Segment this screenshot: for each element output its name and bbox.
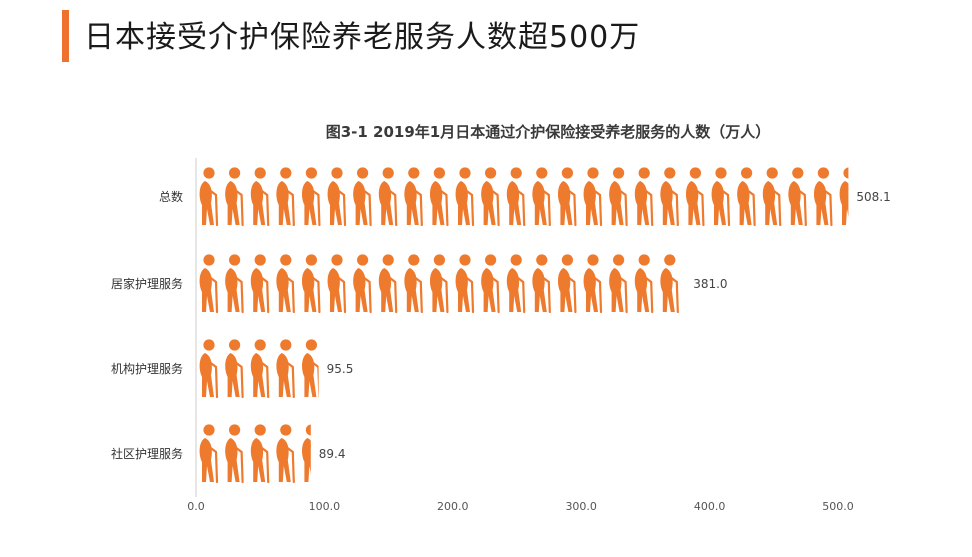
elderly-person-with-cane-icon <box>225 424 244 484</box>
bar <box>199 254 679 314</box>
elderly-person-with-cane-icon <box>532 167 551 227</box>
x-tick-label: 0.0 <box>187 500 205 513</box>
elderly-person-with-cane-icon <box>583 167 603 227</box>
data-label: 95.5 <box>327 362 354 376</box>
elderly-person-with-cane-icon <box>199 424 219 484</box>
elderly-person-with-cane-icon <box>404 254 423 314</box>
data-label: 89.4 <box>319 447 346 461</box>
category-label: 社区护理服务 <box>111 446 183 461</box>
elderly-person-with-cane-icon <box>558 167 577 227</box>
elderly-person-with-cane-icon <box>302 254 321 314</box>
elderly-person-with-cane-icon <box>660 254 679 314</box>
elderly-person-with-cane-icon <box>481 254 500 314</box>
elderly-person-with-cane-icon <box>711 167 731 227</box>
category-label: 居家护理服务 <box>111 276 183 291</box>
elderly-person-with-cane-icon <box>378 167 398 227</box>
elderly-person-with-cane-icon <box>250 167 270 227</box>
chart-title: 图3-1 2019年1月日本通过介护保险接受养老服务的人数（万人） <box>326 123 771 141</box>
elderly-person-with-cane-icon <box>455 167 475 227</box>
elderly-person-with-cane-icon <box>225 254 244 314</box>
elderly-person-with-cane-icon <box>276 424 295 484</box>
elderly-person-with-cane-icon <box>609 254 628 314</box>
x-tick-label: 400.0 <box>694 500 726 513</box>
elderly-person-with-cane-icon <box>199 254 219 314</box>
elderly-person-with-cane-icon <box>634 254 654 314</box>
elderly-person-with-cane-icon <box>276 254 295 314</box>
elderly-person-with-cane-icon <box>558 254 577 314</box>
elderly-person-with-cane-icon <box>199 167 219 227</box>
elderly-person-with-cane-icon <box>737 167 756 227</box>
elderly-person-with-cane-icon <box>276 339 295 399</box>
elderly-person-with-cane-icon <box>302 424 311 482</box>
elderly-person-with-cane-icon <box>839 167 849 225</box>
elderly-person-with-cane-icon <box>814 167 833 227</box>
elderly-person-with-cane-icon <box>762 167 782 227</box>
elderly-person-with-cane-icon <box>250 339 270 399</box>
elderly-person-with-cane-icon <box>378 254 398 314</box>
elderly-person-with-cane-icon <box>276 167 295 227</box>
data-label: 381.0 <box>693 277 727 291</box>
elderly-person-with-cane-icon <box>430 167 449 227</box>
x-tick-label: 300.0 <box>565 500 597 513</box>
elderly-person-with-cane-icon <box>353 254 372 314</box>
elderly-person-with-cane-icon <box>250 254 270 314</box>
page-title: 日本接受介护保险养老服务人数超500万 <box>84 20 641 55</box>
elderly-person-with-cane-icon <box>532 254 551 314</box>
elderly-person-with-cane-icon <box>583 254 603 314</box>
elderly-person-with-cane-icon <box>506 254 526 314</box>
elderly-person-with-cane-icon <box>788 167 807 227</box>
bar <box>199 424 311 484</box>
elderly-person-with-cane-icon <box>404 167 423 227</box>
elderly-person-with-cane-icon <box>302 167 321 227</box>
bar <box>199 339 319 399</box>
category-label: 机构护理服务 <box>111 361 183 376</box>
elderly-person-with-cane-icon <box>225 339 244 399</box>
elderly-person-with-cane-icon <box>302 339 319 398</box>
elderly-person-with-cane-icon <box>455 254 475 314</box>
elderly-person-with-cane-icon <box>506 167 526 227</box>
category-label: 总数 <box>159 189 183 204</box>
elderly-person-with-cane-icon <box>430 254 449 314</box>
elderly-person-with-cane-icon <box>327 254 347 314</box>
elderly-person-with-cane-icon <box>634 167 654 227</box>
elderly-person-with-cane-icon <box>225 167 244 227</box>
elderly-person-with-cane-icon <box>353 167 372 227</box>
bar <box>199 167 849 227</box>
x-tick-label: 500.0 <box>822 500 854 513</box>
elderly-person-with-cane-icon <box>199 339 219 399</box>
title-accent-bar <box>62 10 69 62</box>
elderly-person-with-cane-icon <box>686 167 705 227</box>
data-label: 508.1 <box>856 190 890 204</box>
elderly-person-with-cane-icon <box>481 167 500 227</box>
elderly-person-with-cane-icon <box>250 424 270 484</box>
elderly-person-with-cane-icon <box>660 167 679 227</box>
x-tick-label: 200.0 <box>437 500 469 513</box>
x-tick-label: 100.0 <box>309 500 341 513</box>
elderly-person-with-cane-icon <box>327 167 347 227</box>
elderly-person-with-cane-icon <box>609 167 628 227</box>
